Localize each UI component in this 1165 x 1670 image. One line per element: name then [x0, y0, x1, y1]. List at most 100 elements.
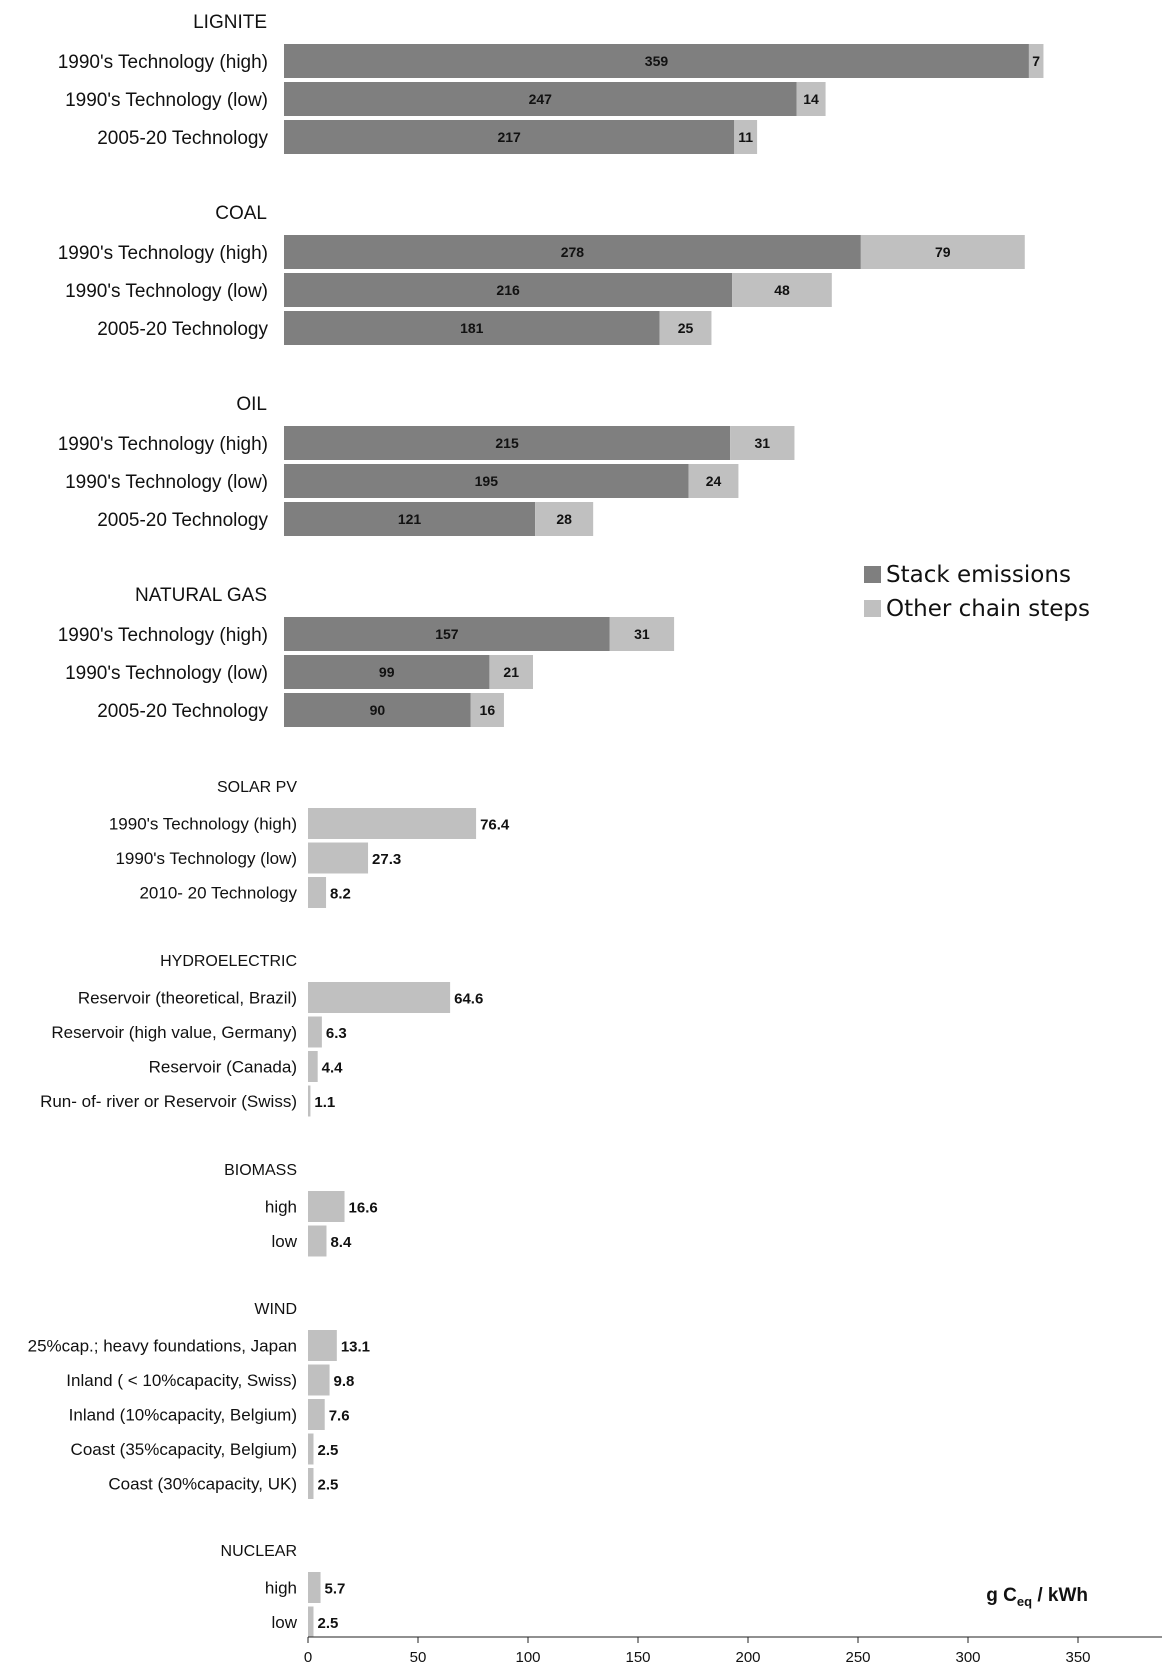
category-label-solar-pv: 1990's Technology (low) [115, 849, 297, 868]
legend-label-other-chain-steps: Other chain steps [886, 596, 1090, 622]
x-tick-label: 50 [410, 1649, 427, 1666]
bar-other-lignite [1028, 44, 1044, 78]
x-tick-label: 150 [625, 1649, 650, 1666]
category-label-oil: 1990's Technology (low) [65, 472, 268, 493]
category-label-natural-gas: 2005-20 Technology [97, 701, 268, 722]
bar-stack-oil [284, 502, 536, 536]
category-label-oil: 1990's Technology (high) [58, 434, 268, 455]
group-title-oil: OIL [236, 394, 267, 415]
bar-stack-coal [284, 311, 660, 345]
bar-hydroelectric [308, 1051, 318, 1082]
bar-wind [308, 1330, 337, 1361]
bar-other-natural-gas [489, 655, 533, 689]
bar-stack-oil [284, 464, 689, 498]
x-tick-label: 0 [304, 1649, 312, 1666]
category-label-natural-gas: 1990's Technology (low) [65, 663, 268, 684]
group-title-hydroelectric: HYDROELECTRIC [160, 953, 297, 970]
value-label-wind: 13.1 [341, 1339, 370, 1356]
value-label-solar-pv: 76.4 [480, 817, 510, 834]
value-label-wind: 2.5 [318, 1442, 339, 1459]
bar-other-natural-gas [470, 693, 504, 727]
value-label-nuclear: 5.7 [325, 1581, 346, 1598]
value-label-hydroelectric: 4.4 [322, 1060, 344, 1077]
bar-hydroelectric [308, 1085, 311, 1117]
value-label-other-coal: 25 [678, 320, 694, 336]
value-label-nuclear: 2.5 [318, 1615, 339, 1632]
category-label-hydroelectric: Reservoir (high value, Germany) [51, 1023, 297, 1042]
bar-solar-pv [308, 808, 477, 839]
x-tick-label: 300 [955, 1649, 980, 1666]
group-title-coal: COAL [215, 203, 267, 224]
bar-wind [308, 1433, 314, 1465]
category-label-lignite: 2005-20 Technology [97, 128, 268, 149]
group-title-lignite: LIGNITE [193, 12, 267, 33]
value-label-other-coal: 48 [774, 282, 790, 298]
legend-label-stack-emissions: Stack emissions [886, 562, 1071, 588]
group-title-biomass: BIOMASS [224, 1162, 297, 1179]
x-tick-label: 100 [515, 1649, 540, 1666]
x-tick-label: 250 [845, 1649, 870, 1666]
value-label-other-natural-gas: 16 [480, 702, 496, 718]
bar-other-lignite [796, 82, 826, 116]
bar-stack-coal [284, 235, 861, 269]
value-label-stack-natural-gas: 99 [379, 664, 395, 680]
value-label-solar-pv: 27.3 [372, 851, 401, 868]
bar-stack-lignite [284, 120, 735, 154]
category-label-solar-pv: 1990's Technology (high) [109, 815, 297, 834]
value-label-wind: 7.6 [329, 1408, 350, 1425]
category-label-biomass: high [265, 1198, 297, 1217]
value-label-hydroelectric: 1.1 [314, 1094, 335, 1111]
category-label-solar-pv: 2010- 20 Technology [139, 884, 297, 903]
bar-solar-pv [308, 877, 327, 908]
value-label-stack-coal: 278 [561, 244, 585, 260]
x-axis-unit-label: g Ceq / kWh [986, 1585, 1088, 1609]
bar-other-coal [659, 311, 712, 345]
value-label-wind: 9.8 [334, 1373, 355, 1390]
value-label-other-lignite: 11 [738, 129, 753, 145]
group-title-wind: WIND [254, 1301, 297, 1318]
value-label-hydroelectric: 64.6 [454, 991, 483, 1008]
value-label-other-coal: 79 [935, 244, 951, 260]
bar-biomass [308, 1225, 327, 1257]
group-title-solar-pv: SOLAR PV [217, 779, 297, 796]
value-label-other-natural-gas: 31 [634, 626, 650, 642]
value-label-stack-oil: 121 [398, 511, 422, 527]
legend-swatch-stack-emissions [864, 566, 881, 583]
category-label-lignite: 1990's Technology (high) [58, 52, 268, 73]
value-label-other-natural-gas: 21 [503, 664, 519, 680]
category-label-coal: 1990's Technology (low) [65, 281, 268, 302]
category-label-lignite: 1990's Technology (low) [65, 90, 268, 111]
bar-biomass [308, 1191, 345, 1222]
category-label-hydroelectric: Reservoir (theoretical, Brazil) [78, 989, 297, 1008]
category-label-nuclear: high [265, 1579, 297, 1598]
value-label-other-oil: 24 [706, 473, 722, 489]
bar-other-oil [688, 464, 739, 498]
bar-hydroelectric [308, 982, 451, 1013]
bar-other-coal [732, 273, 832, 307]
value-label-stack-natural-gas: 90 [370, 702, 386, 718]
value-label-biomass: 8.4 [330, 1234, 352, 1251]
bar-other-oil [535, 502, 594, 536]
value-label-stack-natural-gas: 157 [435, 626, 459, 642]
value-label-stack-oil: 195 [475, 473, 499, 489]
bar-stack-coal [284, 273, 733, 307]
category-label-wind: Coast (30%capacity, UK) [108, 1475, 297, 1494]
value-label-other-lignite: 7 [1032, 53, 1040, 69]
category-label-natural-gas: 1990's Technology (high) [58, 625, 268, 646]
category-label-wind: Coast (35%capacity, Belgium) [71, 1440, 297, 1459]
value-label-stack-lignite: 359 [645, 53, 669, 69]
bar-nuclear [308, 1606, 314, 1638]
category-label-wind: 25%cap.; heavy foundations, Japan [28, 1337, 297, 1356]
category-label-wind: Inland ( < 10%capacity, Swiss) [66, 1371, 297, 1390]
category-label-hydroelectric: Run- of- river or Reservoir (Swiss) [40, 1092, 297, 1111]
category-label-nuclear: low [271, 1613, 297, 1632]
value-label-wind: 2.5 [318, 1477, 339, 1494]
bar-other-oil [730, 426, 795, 460]
x-tick-label: 350 [1065, 1649, 1090, 1666]
category-label-wind: Inland (10%capacity, Belgium) [69, 1406, 297, 1425]
x-tick-label: 200 [735, 1649, 760, 1666]
bar-wind [308, 1364, 330, 1396]
bar-wind [308, 1399, 325, 1430]
bar-stack-lignite [284, 44, 1029, 78]
